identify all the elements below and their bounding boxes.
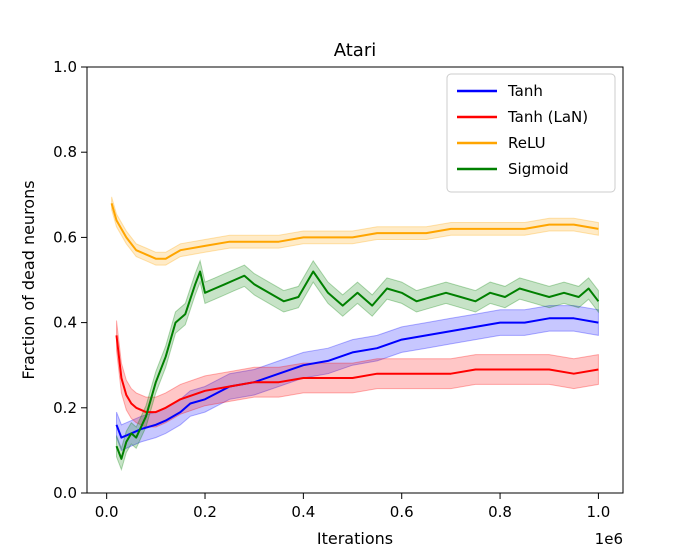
series-lines <box>110 203 600 460</box>
x-axis-label: Iterations <box>317 529 393 548</box>
x-tick-label: 0.2 <box>193 503 217 521</box>
line-series-1 <box>115 335 599 414</box>
y-tick-label: 0.4 <box>53 314 77 332</box>
y-tick-label: 0.8 <box>53 143 77 161</box>
x-tick-label: 0.6 <box>390 503 414 521</box>
band-series-3 <box>116 259 599 472</box>
line-series-2 <box>110 203 599 260</box>
band-series-1 <box>116 320 599 428</box>
confidence-bands <box>111 196 599 472</box>
band-series-0 <box>116 305 599 452</box>
legend-label-1: Tanh (LaN) <box>507 108 588 126</box>
y-tick-label: 0.6 <box>53 228 77 246</box>
y-tick-label: 0.2 <box>53 399 77 417</box>
plot-frame <box>86 66 624 494</box>
legend: Tanh Tanh (LaN) ReLU Sigmoid <box>446 73 616 193</box>
line-series-0 <box>115 317 599 439</box>
y-axis-ticks: 0.0 0.2 0.4 0.6 0.8 1.0 <box>53 58 87 502</box>
chart-title: Atari <box>334 40 377 61</box>
y-axis-label: Fraction of dead neurons <box>19 180 38 379</box>
x-tick-label: 1.0 <box>586 503 610 521</box>
legend-label-2: ReLU <box>508 134 546 152</box>
legend-label-0: Tanh <box>507 82 543 100</box>
x-tick-label: 0.4 <box>291 503 315 521</box>
x-axis-offset-label: 1e6 <box>595 530 623 548</box>
band-series-2 <box>111 196 599 266</box>
x-tick-label: 0.0 <box>95 503 119 521</box>
y-tick-label: 1.0 <box>53 58 77 76</box>
x-axis-ticks: 0.0 0.2 0.4 0.6 0.8 1.0 <box>95 493 610 521</box>
y-tick-label: 0.0 <box>53 484 77 502</box>
legend-box <box>446 73 616 193</box>
legend-label-3: Sigmoid <box>508 160 569 178</box>
x-tick-label: 0.8 <box>488 503 512 521</box>
line-series-3 <box>115 270 600 460</box>
